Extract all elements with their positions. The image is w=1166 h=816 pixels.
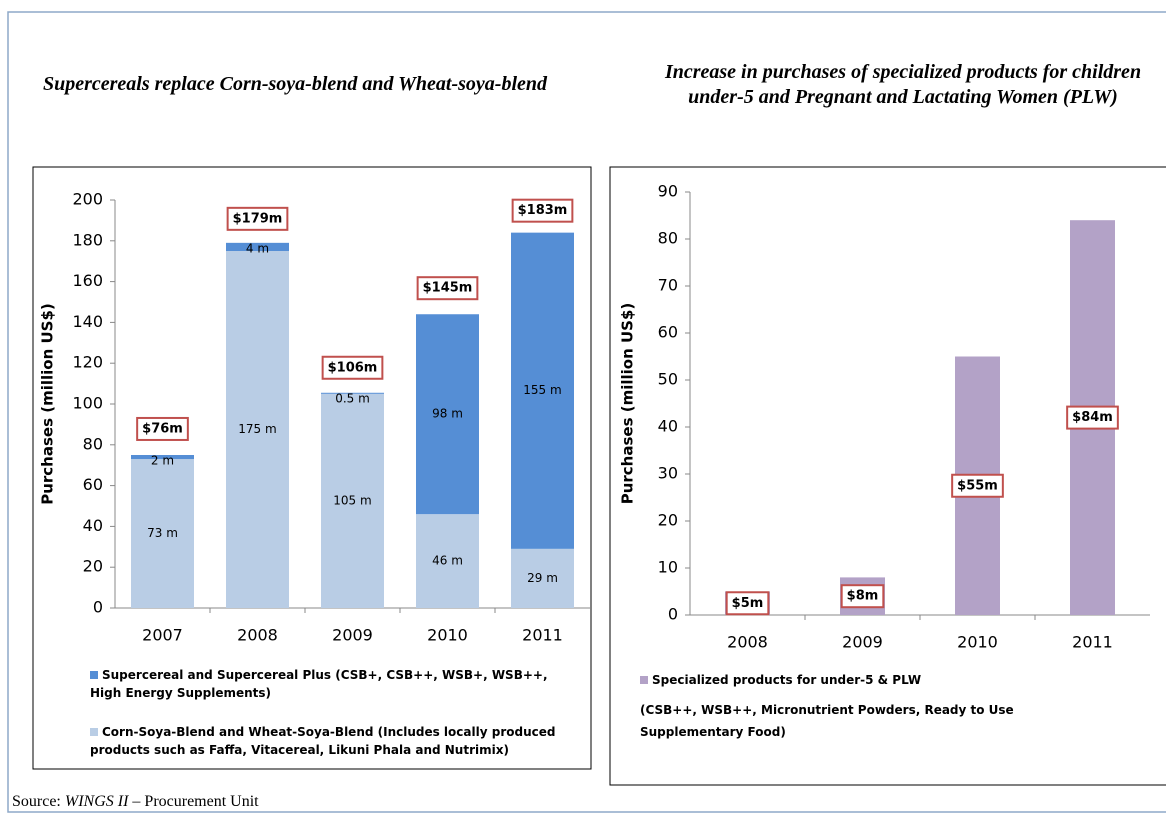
y-axis-label: Purchases (million US$)	[619, 303, 637, 505]
value-label: $55m	[957, 478, 998, 493]
legend-note: (CSB++, WSB++, Micronutrient Powders, Re…	[640, 703, 1014, 739]
chart-frame	[609, 166, 1166, 786]
x-tick-label: 2009	[332, 626, 373, 645]
x-tick-label: 2007	[142, 626, 183, 645]
bar-segment	[131, 455, 194, 460]
value-label: 2 m	[151, 454, 174, 468]
bar-segment	[416, 514, 479, 608]
legend-entry: Corn-Soya-Blend and Wheat-Soya-Blend (In…	[90, 723, 570, 759]
legend-label: Corn-Soya-Blend and Wheat-Soya-Blend (In…	[90, 725, 556, 757]
label-box	[840, 584, 885, 609]
x-tick-label: 2010	[957, 633, 998, 652]
legend-label: Supercereal and Supercereal Plus (CSB+, …	[90, 668, 548, 700]
value-label: $5m	[732, 596, 764, 611]
value-label: $76m	[142, 421, 183, 436]
value-label: 155 m	[523, 383, 561, 397]
bar-segment	[511, 232, 574, 549]
source: Source: WINGS II – Procurement Unit	[12, 793, 259, 811]
x-tick-label: 2008	[237, 626, 278, 645]
y-tick-label: 0	[93, 598, 103, 617]
value-label: 46 m	[432, 554, 463, 568]
y-tick-label: 90	[658, 182, 678, 201]
source-prefix: Source:	[12, 793, 61, 810]
label-box	[725, 591, 770, 616]
value-label: 105 m	[333, 493, 371, 507]
y-tick-label: 20	[83, 557, 103, 576]
x-tick-label: 2008	[727, 633, 768, 652]
value-label: $8m	[847, 589, 879, 604]
chart-title: Supercereals replace Corn-soya-blend and…	[42, 73, 548, 95]
value-label: $183m	[518, 203, 568, 218]
chart-title: Increase in purchases of specialized pro…	[664, 61, 1142, 108]
value-label: $84m	[1072, 410, 1113, 425]
y-tick-label: 200	[72, 190, 103, 209]
outer-frame	[7, 11, 1166, 813]
legend-entry: Specialized products for under-5 & PLW	[640, 671, 1140, 689]
y-tick-label: 0	[668, 605, 678, 624]
label-box	[226, 206, 289, 231]
label-box	[951, 473, 1004, 498]
label-box	[511, 198, 574, 223]
y-tick-label: 60	[658, 323, 678, 342]
legend-swatch	[90, 728, 98, 736]
y-tick-label: 30	[658, 464, 678, 483]
y-tick-label: 60	[83, 475, 103, 494]
y-tick-label: 70	[658, 276, 678, 295]
value-label: 73 m	[147, 526, 178, 540]
label-box	[321, 355, 384, 380]
value-label: 4 m	[246, 241, 269, 255]
y-tick-label: 10	[658, 558, 678, 577]
bar-segment	[321, 393, 384, 608]
bar-segment	[226, 242, 289, 251]
chart-frame	[32, 166, 592, 770]
y-tick-label: 160	[72, 271, 103, 290]
bar-segment	[416, 314, 479, 515]
value-label: $179m	[233, 211, 283, 226]
y-tick-label: 80	[658, 229, 678, 248]
bar-segment	[131, 459, 194, 608]
x-tick-label: 2011	[1072, 633, 1113, 652]
y-tick-label: 100	[72, 394, 103, 413]
y-tick-label: 40	[83, 516, 103, 535]
y-tick-label: 80	[83, 434, 103, 453]
legend-swatch	[90, 671, 98, 679]
y-tick-label: 40	[658, 417, 678, 436]
source-suffix: – Procurement Unit	[132, 793, 259, 810]
y-tick-label: 50	[658, 370, 678, 389]
x-tick-label: 2009	[842, 633, 883, 652]
value-label: 175 m	[238, 422, 276, 436]
label-box	[136, 416, 189, 441]
value-label: $106m	[328, 360, 378, 375]
x-tick-label: 2010	[427, 626, 468, 645]
value-label: 0.5 m	[335, 391, 370, 405]
value-label: $145m	[423, 281, 473, 296]
legend-swatch	[640, 676, 648, 684]
value-label: 29 m	[527, 571, 558, 585]
y-axis-label: Purchases (million US$)	[39, 303, 57, 505]
y-tick-label: 120	[72, 353, 103, 372]
label-box	[416, 276, 479, 301]
y-tick-label: 180	[72, 230, 103, 249]
legend-entry: Supercereal and Supercereal Plus (CSB+, …	[90, 666, 570, 702]
legend-label: Specialized products for under-5 & PLW	[652, 673, 922, 687]
bar-segment	[321, 392, 384, 394]
y-tick-label: 20	[658, 511, 678, 530]
x-tick-label: 2011	[522, 626, 563, 645]
label-box	[1066, 405, 1119, 430]
source-name: WINGS II	[64, 793, 129, 810]
bar-segment	[511, 548, 574, 608]
y-tick-label: 140	[72, 312, 103, 331]
value-label: 98 m	[432, 407, 463, 421]
bar-segment	[226, 251, 289, 608]
